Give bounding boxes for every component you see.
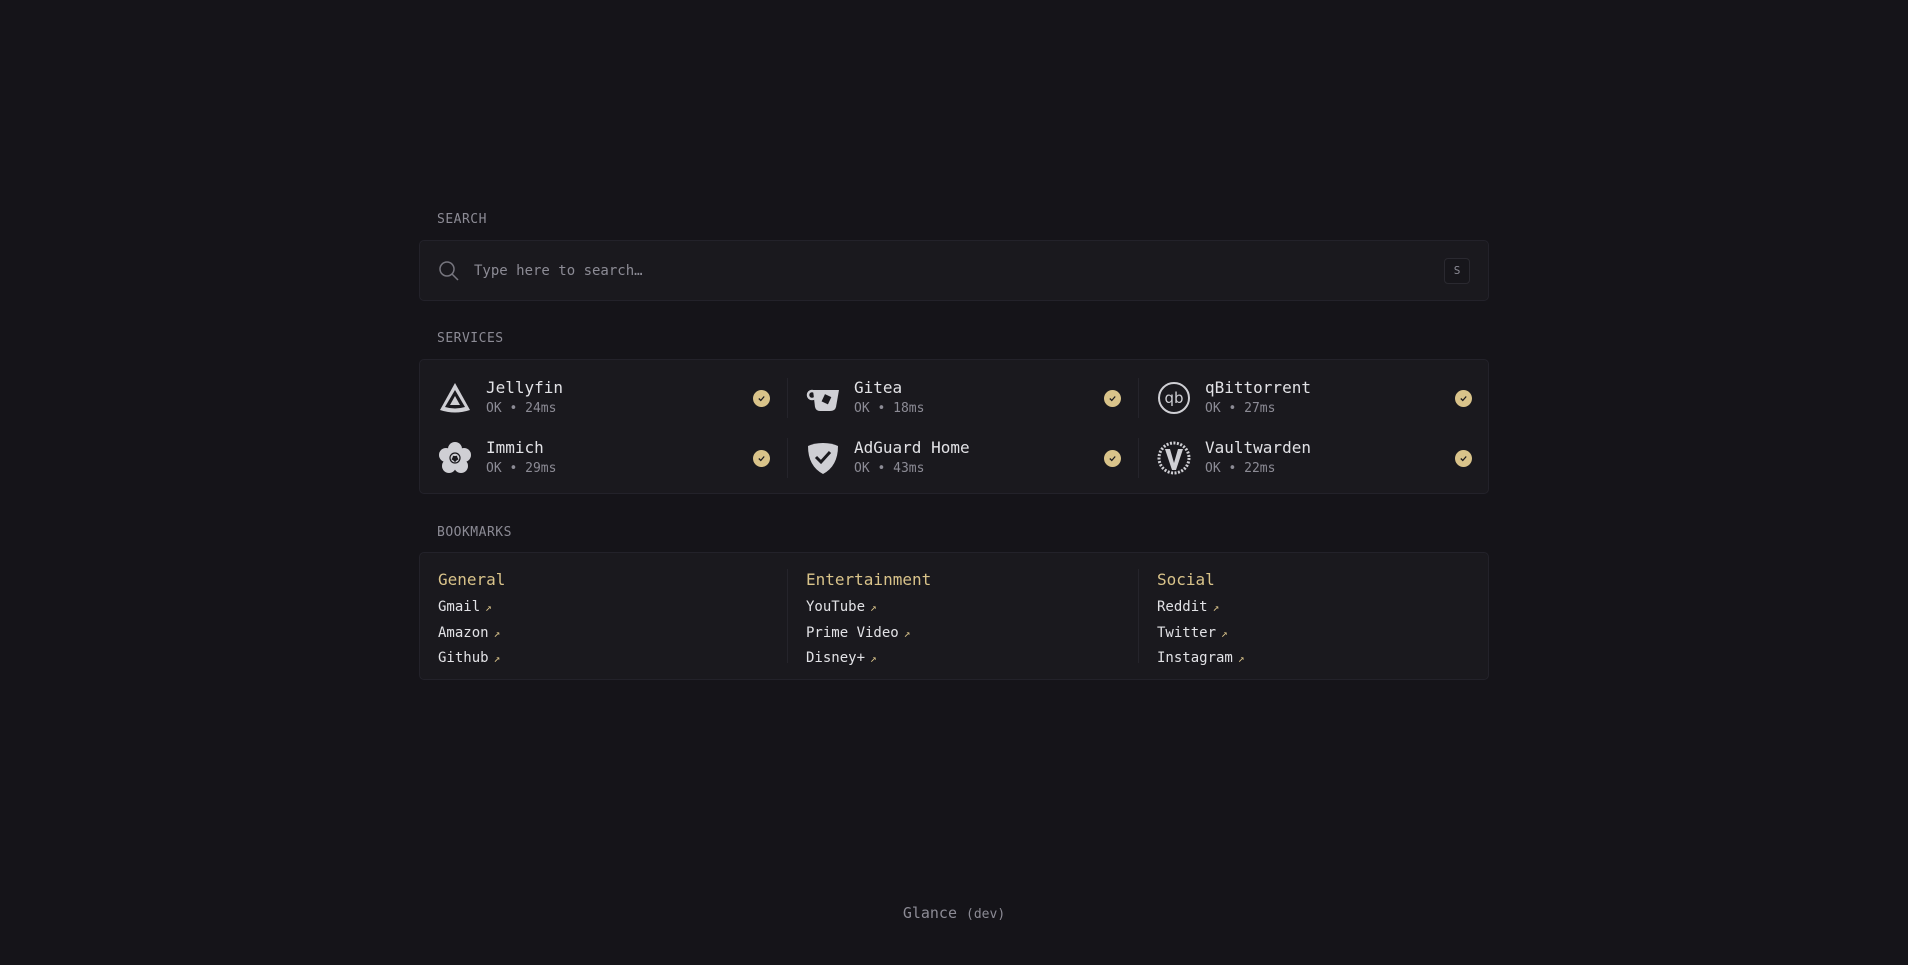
adguard-icon (806, 441, 840, 475)
latency-text: 27ms (1244, 401, 1276, 416)
check-icon (1104, 449, 1121, 467)
bookmark-link[interactable]: Amazon ↗ (438, 621, 770, 647)
external-link-arrow-icon: ↗ (485, 601, 492, 614)
status-text: OK (1205, 461, 1221, 476)
bookmark-label: Gmail (438, 599, 481, 615)
services-section-label: SERVICES (437, 331, 504, 346)
bookmark-group-title: General (438, 570, 506, 589)
search-section-label: SEARCH (437, 212, 487, 227)
footer-app-name: Glance (902, 904, 957, 922)
latency-text: 22ms (1244, 461, 1276, 476)
external-link-arrow-icon: ↗ (493, 626, 501, 640)
external-link-arrow-icon: ↗ (903, 626, 911, 640)
service-status: OK • 22ms (1205, 461, 1276, 476)
search-icon (439, 260, 459, 281)
service-name[interactable]: Immich (486, 438, 544, 457)
bookmark-link[interactable]: Gmail ↗ (438, 595, 770, 621)
search-input[interactable] (474, 262, 1444, 279)
bookmark-link[interactable]: Github ↗ (438, 646, 770, 672)
gitea-icon (806, 381, 840, 415)
check-icon (1455, 389, 1472, 407)
service-name[interactable]: Jellyfin (486, 378, 564, 397)
service-info: Gitea OK • 18ms (854, 377, 1104, 419)
bookmark-link[interactable]: YouTube ↗ (806, 595, 1121, 621)
immich-icon (438, 441, 472, 475)
status-text: OK (854, 461, 870, 476)
status-text: OK (854, 401, 870, 416)
service-info: AdGuard Home OK • 43ms (854, 437, 1104, 479)
bookmark-link[interactable]: Twitter ↗ (1157, 621, 1472, 647)
bookmark-label: Reddit (1157, 599, 1208, 615)
external-link-arrow-icon: ↗ (1212, 601, 1220, 614)
search-shortcut-badge: S (1444, 257, 1470, 284)
bookmark-label: YouTube (806, 599, 866, 615)
services-widget: Jellyfin OK • 24ms Gitea OK • 18ms qb qB… (419, 359, 1489, 494)
service-gitea[interactable]: Gitea OK • 18ms (788, 368, 1139, 428)
service-info: Vaultwarden OK • 22ms (1205, 437, 1455, 479)
external-link-arrow-icon: ↗ (870, 652, 877, 665)
bookmark-link[interactable]: Instagram ↗ (1157, 646, 1472, 672)
service-status: OK • 24ms (486, 401, 557, 416)
bookmark-label: Github (438, 650, 489, 666)
jellyfin-icon (438, 381, 472, 415)
vaultwarden-icon (1157, 441, 1191, 475)
service-info: Immich OK • 29ms (486, 437, 753, 479)
service-status: OK • 43ms (854, 461, 925, 476)
bookmark-group-social: Social Reddit ↗ Twitter ↗ Instagram ↗ (1139, 569, 1490, 679)
footer: Glance (dev) (0, 904, 1908, 922)
service-status: OK • 27ms (1205, 401, 1276, 416)
status-text: OK (486, 461, 502, 476)
external-link-arrow-icon: ↗ (870, 601, 877, 614)
bookmark-group-title: Social (1157, 570, 1215, 589)
svg-text:qb: qb (1164, 389, 1183, 407)
external-link-arrow-icon: ↗ (1237, 652, 1245, 665)
service-info: Jellyfin OK • 24ms (486, 377, 753, 419)
service-adguard-home[interactable]: AdGuard Home OK • 43ms (788, 428, 1139, 488)
bookmark-link[interactable]: Disney+ ↗ (806, 646, 1121, 672)
check-icon (753, 389, 770, 407)
bookmark-label: Amazon (438, 624, 489, 641)
check-icon (1455, 449, 1472, 467)
service-status: OK • 18ms (854, 401, 925, 416)
bookmark-label: Instagram (1157, 650, 1233, 666)
check-icon (1104, 389, 1121, 407)
latency-text: 43ms (893, 461, 925, 476)
service-name[interactable]: Vaultwarden (1205, 438, 1311, 457)
status-text: OK (1205, 401, 1221, 416)
bookmark-link[interactable]: Prime Video ↗ (806, 621, 1121, 647)
bookmark-link[interactable]: Reddit ↗ (1157, 595, 1472, 621)
service-name[interactable]: qBittorrent (1205, 378, 1311, 397)
latency-text: 24ms (525, 401, 557, 416)
service-qbittorrent[interactable]: qb qBittorrent OK • 27ms (1139, 368, 1490, 428)
status-text: OK (486, 401, 502, 416)
bookmark-group-title: Entertainment (806, 570, 932, 589)
bookmarks-section-label: BOOKMARKS (437, 525, 512, 540)
bookmark-label: Twitter (1157, 624, 1217, 641)
search-widget: S (419, 240, 1489, 301)
bookmark-group-entertainment: Entertainment YouTube ↗ Prime Video ↗ Disney+… (788, 569, 1139, 679)
footer-version: (dev) (966, 907, 1006, 922)
service-status: OK • 29ms (486, 461, 557, 476)
check-icon (753, 449, 770, 467)
service-immich[interactable]: Immich OK • 29ms (420, 428, 788, 488)
service-vaultwarden[interactable]: Vaultwarden OK • 22ms (1139, 428, 1490, 488)
qbittorrent-icon: qb (1157, 381, 1191, 415)
service-info: qBittorrent OK • 27ms (1205, 377, 1455, 419)
bookmark-label: Disney+ (806, 650, 866, 666)
service-name[interactable]: Gitea (854, 378, 903, 397)
external-link-arrow-icon: ↗ (493, 652, 501, 665)
service-jellyfin[interactable]: Jellyfin OK • 24ms (420, 368, 788, 428)
bookmarks-widget: General Gmail ↗ Amazon ↗ Github ↗ Entertainment… (419, 552, 1489, 680)
latency-text: 29ms (525, 461, 557, 476)
bookmark-label: Prime Video (806, 624, 899, 641)
bookmark-group-general: General Gmail ↗ Amazon ↗ Github ↗ (420, 569, 788, 679)
service-name[interactable]: AdGuard Home (854, 438, 970, 457)
latency-text: 18ms (893, 401, 925, 416)
external-link-arrow-icon: ↗ (1221, 626, 1228, 640)
